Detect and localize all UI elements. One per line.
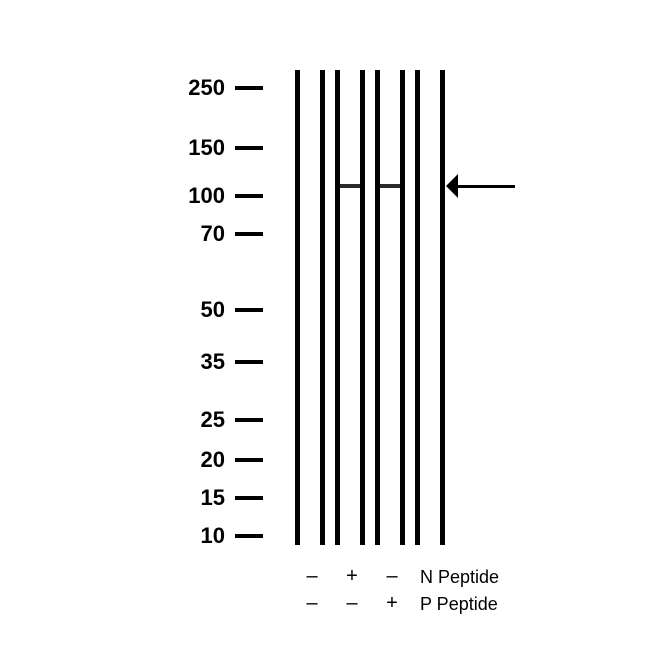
mw-label: 25 [165, 407, 225, 433]
lane-border [335, 70, 340, 545]
p-peptide-label: P Peptide [420, 594, 498, 615]
mw-label: 35 [165, 349, 225, 375]
lane-border [360, 70, 365, 545]
mw-tick [235, 146, 263, 150]
arrow-head-icon [446, 174, 458, 198]
mw-tick [235, 86, 263, 90]
condition-symbol: – [382, 565, 402, 588]
mw-tick [235, 360, 263, 364]
western-blot-figure: { "figure": { "background_color": "#ffff… [0, 0, 650, 650]
protein-band [380, 184, 400, 188]
condition-symbol: – [302, 592, 322, 615]
condition-symbol: + [382, 592, 402, 615]
mw-tick [235, 418, 263, 422]
mw-tick [235, 496, 263, 500]
lane-border [400, 70, 405, 545]
lane-border [295, 70, 300, 545]
lane-border [440, 70, 445, 545]
mw-label: 20 [165, 447, 225, 473]
mw-tick [235, 534, 263, 538]
mw-label: 10 [165, 523, 225, 549]
mw-label: 250 [165, 75, 225, 101]
mw-label: 70 [165, 221, 225, 247]
lane-border [320, 70, 325, 545]
protein-band [340, 184, 360, 188]
mw-tick [235, 458, 263, 462]
mw-label: 50 [165, 297, 225, 323]
mw-tick [235, 308, 263, 312]
condition-symbol: – [302, 565, 322, 588]
lane-border [375, 70, 380, 545]
mw-tick [235, 194, 263, 198]
mw-label: 100 [165, 183, 225, 209]
mw-label: 150 [165, 135, 225, 161]
n-peptide-label: N Peptide [420, 567, 499, 588]
mw-label: 15 [165, 485, 225, 511]
arrow-shaft [458, 185, 515, 188]
mw-tick [235, 232, 263, 236]
condition-symbol: – [342, 592, 362, 615]
lane-border [415, 70, 420, 545]
condition-symbol: + [342, 565, 362, 588]
